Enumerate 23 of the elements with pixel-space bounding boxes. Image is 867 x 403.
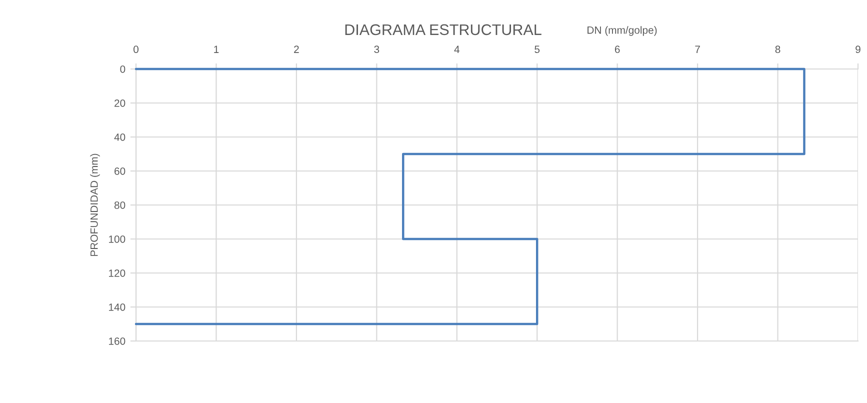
y-axis-title: PROFUNDIDAD (mm) — [90, 154, 100, 256]
y-tick-label: 20 — [114, 100, 126, 107]
x-tick-label: 4 — [454, 46, 460, 53]
y-tick-label: 120 — [109, 270, 126, 277]
x-tick-label: 9 — [856, 46, 860, 54]
line-series — [134, 68, 806, 326]
x-tick-label: 8 — [775, 46, 780, 54]
x-tick-label: 2 — [294, 46, 299, 53]
x-axis-title: DN (mm/golpe) — [588, 26, 657, 36]
chart-title: DIAGRAMA ESTRUCTURAL — [345, 24, 542, 36]
x-tick-label: 3 — [374, 46, 380, 54]
y-tick-label: 140 — [109, 304, 126, 311]
x-tick-label: 0 — [134, 46, 138, 54]
x-tick-label: 7 — [695, 46, 700, 53]
y-tick-label: 40 — [114, 134, 126, 141]
y-tick-label: 100 — [109, 236, 126, 243]
y-tick-label: 80 — [114, 202, 126, 209]
x-tick-label: 6 — [614, 46, 620, 54]
y-tick-label: 60 — [114, 168, 126, 175]
x-tick-label: 1 — [214, 46, 219, 53]
y-tick-label: 0 — [120, 66, 126, 73]
x-tick-label: 5 — [534, 46, 540, 54]
y-tick-label: 160 — [109, 338, 126, 345]
